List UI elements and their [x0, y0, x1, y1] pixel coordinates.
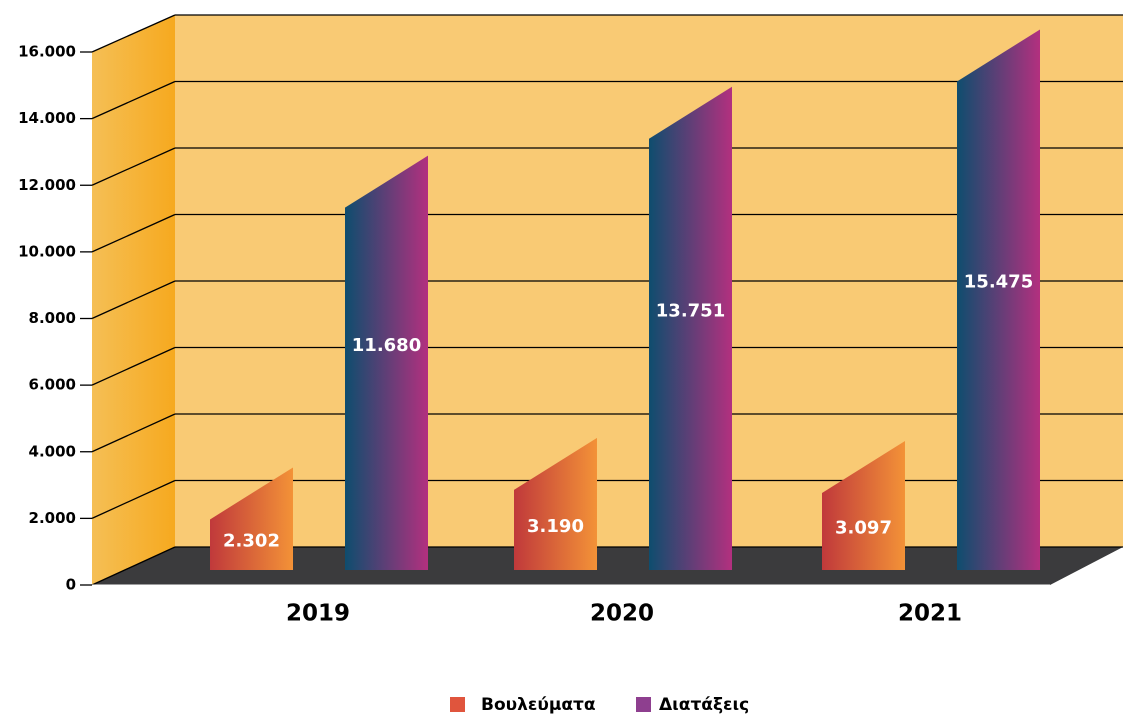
x-tick-label: 2021: [898, 601, 962, 627]
value-label: 13.751: [656, 300, 725, 321]
bar: [345, 155, 428, 570]
grid-line: [91, 280, 176, 320]
y-tick-label: 10.000: [18, 242, 76, 260]
y-tick-label: 6.000: [29, 376, 76, 394]
x-tick-label: 2020: [590, 601, 654, 627]
bar: [210, 467, 293, 570]
grid-line: [91, 413, 176, 453]
value-label: 15.475: [964, 272, 1033, 293]
grid-line: [91, 147, 176, 186]
bar: [649, 86, 732, 571]
grid-line: [91, 14, 176, 53]
value-label: 3.097: [835, 518, 892, 539]
legend-swatch: [450, 697, 465, 712]
value-label: 2.302: [223, 531, 280, 552]
value-label: 3.190: [527, 516, 584, 537]
bar: [957, 29, 1040, 571]
y-tick-label: 0: [66, 576, 76, 594]
y-tick-label: 16.000: [18, 43, 76, 61]
grid-line: [91, 213, 176, 253]
x-tick-label: 2019: [286, 601, 350, 627]
legend-label: Διατάξεις: [659, 695, 749, 715]
grid-line: [91, 546, 176, 586]
legend-swatch: [636, 697, 651, 712]
y-tick-label: 14.000: [18, 109, 76, 127]
grid-line: [91, 346, 176, 386]
grid-line: [91, 479, 176, 519]
bar: [822, 441, 905, 570]
bar: [514, 437, 597, 570]
grid-line: [91, 80, 176, 120]
legend-label: Βουλεύματα: [481, 695, 596, 715]
y-tick-label: 2.000: [29, 509, 76, 527]
value-label: 11.680: [352, 335, 421, 356]
y-tick-label: 4.000: [29, 442, 76, 460]
y-tick-label: 12.000: [18, 176, 76, 194]
y-tick-label: 8.000: [29, 309, 76, 327]
